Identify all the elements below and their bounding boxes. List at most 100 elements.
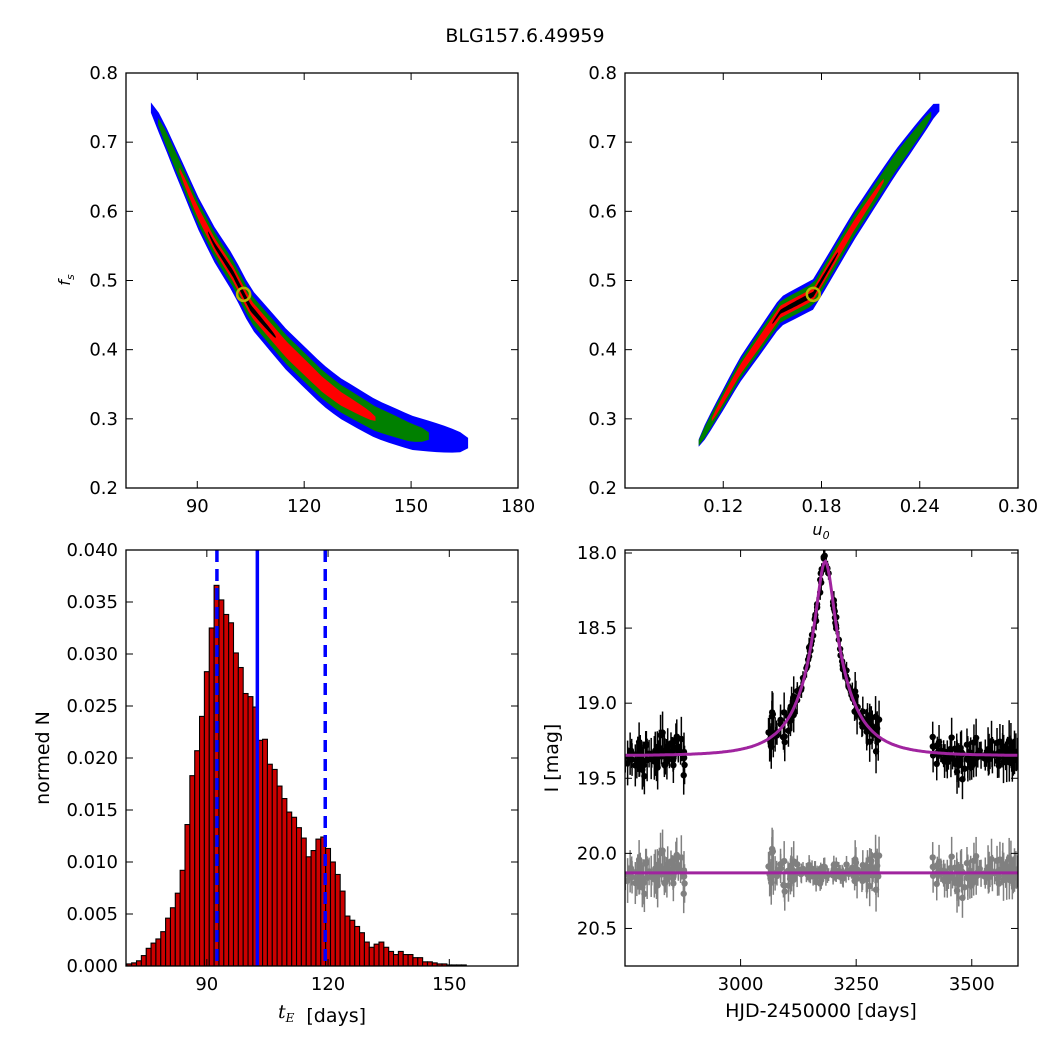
- histogram-bar: [271, 768, 278, 966]
- histogram-bar: [373, 943, 380, 966]
- histogram-bar: [179, 869, 186, 966]
- histogram-bar: [392, 954, 399, 966]
- panel-u0-fs-xtick-label: 0.24: [900, 496, 940, 517]
- residual-point: [929, 863, 937, 871]
- histogram-bar: [145, 947, 152, 966]
- residual-point: [777, 865, 784, 872]
- residual-point: [822, 873, 830, 880]
- histogram-bar: [189, 775, 196, 966]
- data-point: [642, 742, 649, 749]
- histogram-bar: [276, 785, 283, 966]
- histogram-bar: [218, 599, 225, 966]
- residual-point: [659, 847, 666, 854]
- data-point: [970, 739, 978, 746]
- residual-point: [839, 872, 847, 880]
- data-point: [948, 734, 955, 741]
- panel-histogram-xlabel-unit: [days]: [306, 1005, 366, 1027]
- panel-light-curve-xtick-label: 3000: [718, 974, 764, 995]
- panel-light-curve-xtick-label: 3500: [949, 974, 995, 995]
- histogram-bar: [407, 954, 414, 966]
- panel-u0-fs-xtick-label: 0.12: [703, 496, 743, 517]
- panel-u0-fs-ytick-label: 0.2: [588, 478, 617, 499]
- histogram-bar: [412, 957, 419, 966]
- residual-point: [858, 875, 866, 882]
- residual-point: [948, 853, 955, 860]
- panel-histogram-marks: [126, 550, 467, 966]
- histogram-bar: [266, 763, 273, 966]
- histogram-bar: [262, 738, 268, 966]
- data-point: [780, 709, 788, 716]
- panel-te-fs-xtick-label: 120: [287, 496, 321, 517]
- histogram-bar: [368, 946, 375, 966]
- data-point: [951, 745, 958, 752]
- panel-u0-fs-marks: [698, 103, 940, 447]
- panel-light-curve-ytick-label: 19.0: [577, 693, 617, 714]
- data-point: [625, 760, 629, 767]
- histogram-bar: [295, 827, 302, 966]
- residual-point: [999, 866, 1006, 873]
- histogram-bar: [135, 960, 142, 966]
- residual-point: [944, 875, 951, 882]
- data-point: [866, 738, 873, 745]
- panel-te-fs-ytick-label: 0.5: [89, 271, 118, 292]
- panel-te-fs-contour-3-sigma: [150, 102, 469, 453]
- histogram-bar: [300, 837, 307, 966]
- panel-u0-fs-ytick-label: 0.6: [588, 201, 617, 222]
- panel-histogram-xtick-label: 120: [311, 974, 345, 995]
- panel-light-curve-xlabel: HJD-2450000 [days]: [725, 1000, 917, 1022]
- residual-point: [851, 856, 859, 863]
- histogram-bar: [199, 715, 205, 966]
- panel-light-curve-ytick-label: 19.5: [577, 768, 617, 789]
- panel-histogram-ytick-label: 0.000: [66, 956, 118, 977]
- histogram-bar: [378, 941, 385, 966]
- panel-u0-fs-xtick-label: 0.18: [801, 496, 841, 517]
- panel-light-curve-axes: 3000 3250 3500 18.0 18.5 19.0 19.5 20.0 20.5: [577, 543, 1018, 995]
- residual-point: [955, 880, 962, 888]
- residual-point: [866, 863, 873, 871]
- residual-point: [963, 859, 971, 867]
- histogram-bar: [286, 811, 293, 966]
- panel-te-fs-ytick-label: 0.4: [89, 340, 118, 361]
- data-point: [781, 733, 788, 740]
- panel-u0-fs-contour-peak: [772, 252, 838, 325]
- data-point: [866, 719, 873, 726]
- panel-light-curve-frame: [624, 549, 1019, 967]
- histogram-bar: [213, 584, 220, 966]
- data-point: [768, 713, 776, 720]
- panel-te-fs-frame: [125, 72, 519, 489]
- histogram-bar: [344, 915, 351, 966]
- panel-te-fs-ytick-label: 0.7: [89, 132, 118, 153]
- residual-point: [851, 877, 858, 885]
- panel-u0-fs-axes: 0.12 0.18 0.24 0.30 0.2 0.3 0.4 0.5 0.6 0.7 0.8: [588, 63, 1038, 517]
- residual-point: [639, 884, 646, 891]
- panel-u0-fs-ytick-label: 0.7: [588, 132, 617, 153]
- panel-u0-fs-xtick-label: 0.30: [998, 496, 1038, 517]
- panel-histogram-xtick-label: 150: [432, 974, 466, 995]
- data-point: [659, 729, 666, 736]
- histogram-bar: [165, 917, 172, 966]
- histogram-bar: [242, 692, 249, 966]
- histogram-bar: [310, 850, 317, 966]
- panel-te-fs-ylabel: fs: [55, 274, 77, 286]
- histogram-bar: [305, 856, 312, 966]
- residual-point: [767, 874, 774, 882]
- panel-light-curve-ytick-label: 18.0: [577, 543, 617, 564]
- histogram-bar: [281, 798, 288, 966]
- histogram-bar: [339, 890, 346, 966]
- histogram-bar: [184, 824, 191, 966]
- panel-u0-fs: 0.12 0.18 0.24 0.30 0.2 0.3 0.4 0.5 0.6 0.7 0.8 u0: [588, 63, 1038, 542]
- histogram-bar: [315, 838, 322, 966]
- panel-te-fs-marks: [150, 102, 469, 453]
- histogram-bar: [169, 907, 176, 966]
- histogram-bar: [363, 941, 370, 966]
- histogram-bar: [383, 946, 390, 966]
- histogram-bar: [329, 861, 336, 966]
- figure-title: BLG157.6.49959: [445, 25, 604, 47]
- panel-histogram-ylabel: normed N: [32, 711, 54, 805]
- panel-u0-fs-xlabel: u0: [812, 520, 829, 542]
- histogram-bar: [349, 919, 356, 966]
- data-point: [993, 739, 1001, 747]
- data-point: [652, 747, 659, 754]
- histogram-bar: [359, 932, 365, 966]
- panel-light-curve-ytick-label: 20.0: [577, 843, 617, 864]
